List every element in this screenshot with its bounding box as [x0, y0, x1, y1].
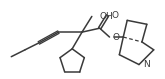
Text: O: O — [112, 11, 118, 20]
Text: N: N — [143, 60, 150, 69]
Text: OH: OH — [100, 12, 114, 21]
Text: O: O — [113, 33, 119, 42]
